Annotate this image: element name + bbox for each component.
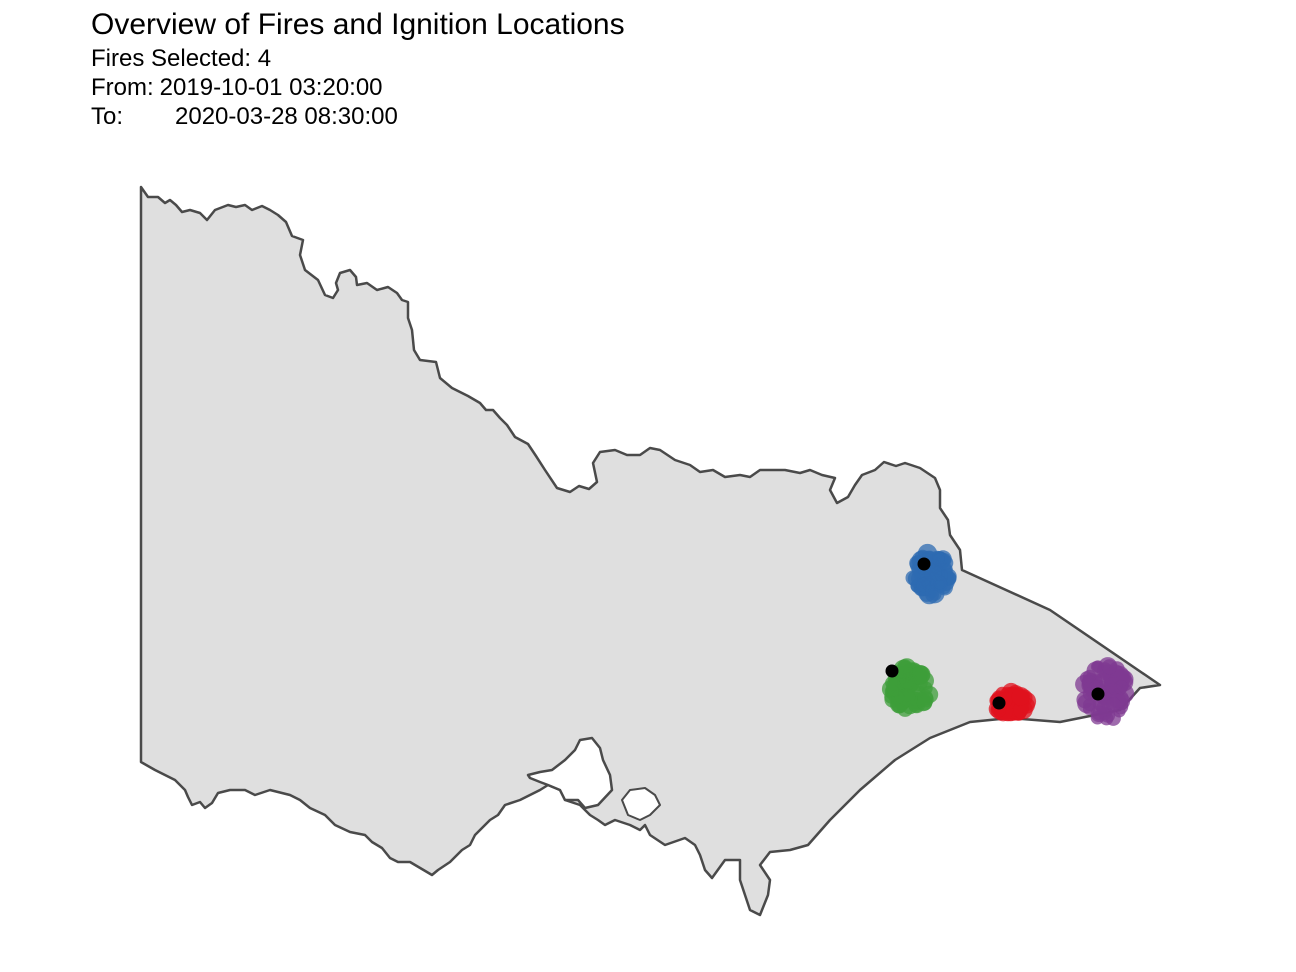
fire-hotspot (916, 577, 931, 593)
fire-hotspot (1104, 677, 1123, 695)
map-title: Overview of Fires and Ignition Locations (91, 8, 625, 41)
fire-hotspot (1090, 705, 1108, 722)
fire-hotspot (1011, 687, 1030, 706)
date-to-label: To: (91, 103, 124, 130)
port-outline (621, 787, 661, 821)
fire-hotspot (1105, 710, 1121, 726)
date-to-value: 2020-03-28 08:30:00 (175, 103, 398, 130)
date-from-row: From: 2019-10-01 03:20:00 (91, 73, 625, 102)
fires-selected-count: Fires Selected: 4 (91, 45, 272, 72)
ignition-points (885, 557, 1105, 710)
fire-red-ignition-point (992, 696, 1006, 710)
fire-blue-ignition-point (917, 557, 931, 571)
fire-clusters (881, 543, 1135, 726)
fire-purple-cluster (1075, 657, 1135, 726)
fire-hotspot (1090, 660, 1104, 673)
state-outline (139, 185, 1162, 917)
fire-hotspot (932, 553, 945, 566)
fire-purple-ignition-point (1091, 687, 1105, 701)
date-from-label: From: (91, 74, 154, 101)
fire-blue-cluster (905, 543, 957, 605)
fire-hotspot (1106, 697, 1121, 712)
fire-hotspot (912, 665, 931, 684)
bay-outline (526, 736, 614, 810)
fire-hotspot (1082, 669, 1097, 684)
date-to-row: To: 2020-03-28 08:30:00 (91, 102, 625, 131)
fire-hotspot (893, 659, 913, 680)
fire-hotspot (1083, 698, 1096, 711)
map-header: Overview of Fires and Ignition Locations… (91, 6, 625, 131)
fire-hotspot (898, 688, 916, 706)
fire-green-cluster (881, 658, 939, 717)
fire-green-ignition-point (885, 664, 899, 678)
fire-hotspot (1101, 659, 1117, 675)
fire-hotspot (917, 689, 934, 706)
date-from-value: 2019-10-01 03:20:00 (159, 74, 383, 101)
